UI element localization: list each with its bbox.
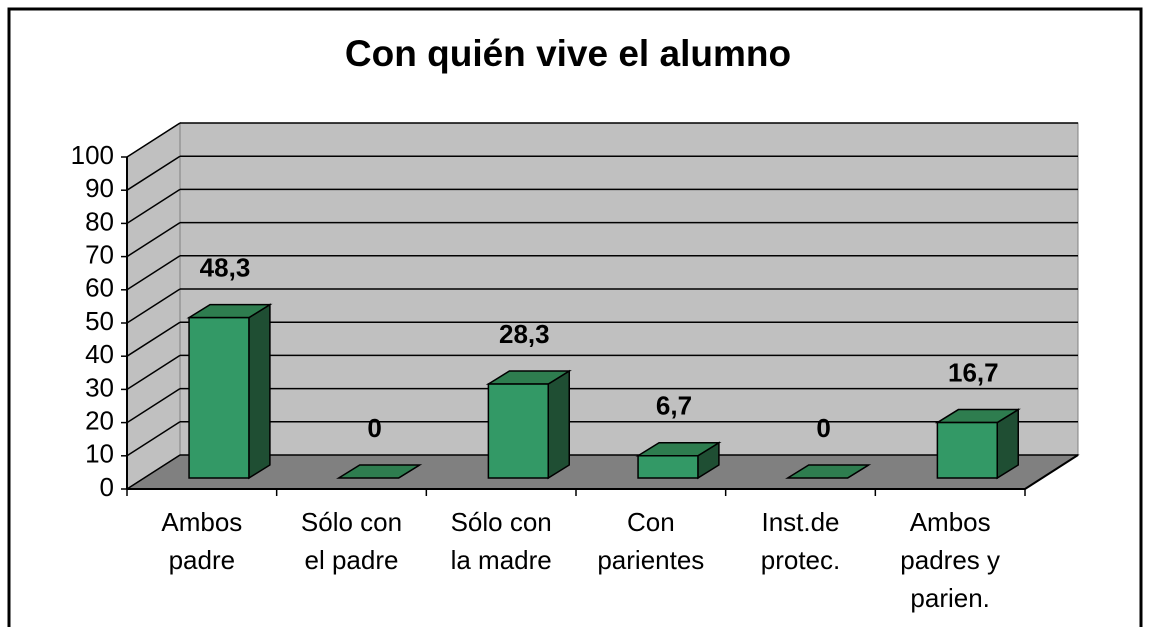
y-tick-label: 0	[100, 472, 114, 502]
x-tick-label: el padre	[305, 545, 399, 575]
x-tick-label: padre	[169, 545, 236, 575]
bar	[487, 383, 549, 479]
x-tick-label: Con	[627, 507, 675, 537]
floor-edge	[1024, 454, 1079, 490]
grid-line	[126, 321, 181, 357]
grid-line	[126, 354, 181, 391]
x-tick-label: protec.	[761, 545, 841, 575]
x-tick-label: Ambos	[161, 507, 242, 537]
y-tick-label: 70	[85, 239, 114, 269]
y-tick-label: 40	[85, 339, 114, 369]
y-tick-label: 100	[71, 140, 114, 170]
bar	[637, 455, 699, 479]
y-tick-label: 90	[85, 173, 114, 203]
bar-side	[547, 369, 570, 480]
data-label: 6,7	[656, 391, 692, 421]
grid-line	[126, 255, 181, 291]
data-label: 0	[816, 413, 830, 443]
data-label: 16,7	[948, 357, 999, 387]
y-tick-label: 10	[85, 439, 114, 469]
y-tick-label: 20	[85, 405, 114, 435]
grid-line	[126, 221, 181, 258]
x-tick-label: la madre	[451, 545, 552, 575]
grid-line	[126, 155, 181, 191]
data-label: 0	[367, 413, 381, 443]
chart-title: Con quién vive el alumno	[345, 33, 791, 74]
y-tick-label: 60	[85, 273, 114, 303]
bar	[936, 421, 998, 479]
x-tick-label: Ambos	[910, 507, 991, 537]
bar-side	[248, 303, 271, 480]
bar-top	[785, 464, 872, 479]
x-tick-label: Inst.de	[761, 507, 839, 537]
x-tick-label: parien.	[910, 583, 990, 613]
data-label: 48,3	[200, 253, 251, 283]
grid-line	[126, 421, 181, 457]
x-tick-label: parientes	[597, 545, 704, 575]
x-tick-label: Sólo con	[451, 507, 552, 537]
y-tick-label: 30	[85, 372, 114, 402]
bar-top	[336, 464, 423, 479]
grid-line	[126, 288, 181, 324]
grid-line	[126, 387, 181, 424]
bar	[188, 316, 250, 479]
x-tick-label: Sólo con	[301, 507, 402, 537]
data-label: 28,3	[499, 319, 550, 349]
grid-line	[126, 122, 181, 158]
y-tick-label: 80	[85, 206, 114, 236]
x-tick-label: padres y	[900, 545, 1000, 575]
grid-line	[126, 454, 181, 490]
grid-line	[126, 188, 181, 225]
y-tick-label: 50	[85, 306, 114, 336]
